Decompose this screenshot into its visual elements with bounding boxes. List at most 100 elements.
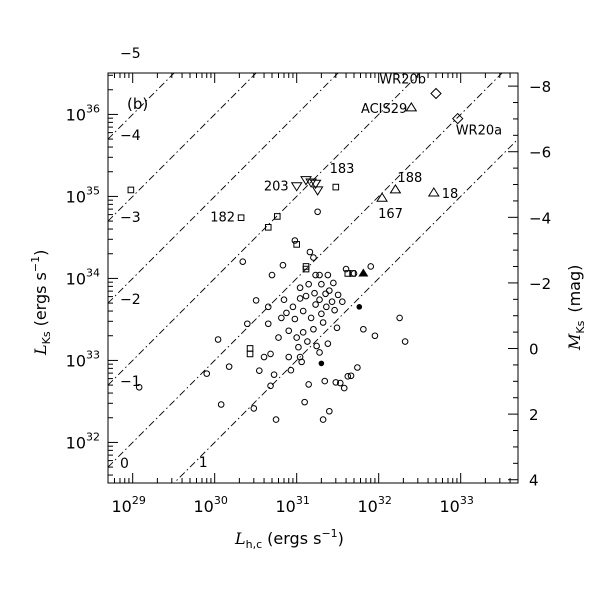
y-tick-label: 1035	[66, 184, 100, 206]
axis-ticks: 1029 1030 1031 1032 1033 1032 1033 1034 1035 1036…	[66, 73, 551, 516]
y2-tick-label: 2	[529, 406, 539, 424]
panel-label: (b)	[127, 95, 148, 113]
point-label: WR20b	[379, 72, 426, 87]
circle-marker	[306, 248, 314, 256]
triangle-down-marker	[300, 176, 312, 186]
circle-marker	[330, 279, 337, 287]
circle-marker	[305, 280, 312, 288]
circle-marker	[333, 324, 341, 332]
circle-marker	[319, 319, 327, 326]
circle-marker	[312, 271, 319, 279]
y2-axis-label: MKs(mag)	[565, 265, 587, 351]
circle-marker	[313, 342, 320, 350]
circle-marker	[354, 364, 361, 371]
circle-marker	[298, 358, 305, 366]
square-marker	[246, 350, 254, 358]
circle-marker	[264, 303, 272, 311]
triangle-up-marker	[376, 192, 388, 202]
point-label: 188	[397, 171, 422, 186]
triangle-up-marker	[389, 183, 402, 194]
circle-marker	[268, 271, 276, 279]
magnitude-line-label: −1	[120, 374, 141, 390]
circle-marker	[291, 237, 299, 244]
circle-marker	[371, 332, 379, 340]
magnitude-line-label: −5	[120, 46, 141, 62]
x-tick-label: 1030	[194, 494, 228, 516]
magnitude-line-label: −2	[120, 292, 141, 308]
square-marker	[127, 186, 135, 194]
point-label: ACIS29	[361, 102, 407, 117]
circle-marker	[324, 271, 332, 279]
circle-marker	[252, 297, 260, 304]
y2-tick-label: −8	[529, 78, 551, 96]
filled-circle-marker	[318, 360, 325, 367]
circle-marker	[285, 327, 293, 335]
circle-marker	[295, 343, 302, 351]
triangle-up-marker	[427, 187, 440, 197]
circle-marker	[285, 353, 293, 361]
circle-marker	[279, 261, 287, 269]
y-axis-label: LKs(ergs s−1)	[29, 250, 53, 356]
square-marker	[344, 270, 352, 277]
y2-tick-label: −4	[529, 209, 551, 227]
circle-marker	[296, 295, 304, 302]
circle-marker	[340, 384, 348, 392]
square-marker	[273, 213, 281, 220]
circle-marker	[334, 291, 342, 299]
circle-marker	[314, 208, 321, 216]
circle-marker	[307, 314, 315, 322]
circle-marker	[267, 350, 274, 358]
circle-marker	[278, 314, 285, 322]
circle-marker	[360, 325, 367, 333]
circle-marker	[270, 371, 278, 378]
y2-tick-label: 4	[529, 472, 539, 490]
dash-dot-line	[108, 73, 339, 304]
square-marker	[237, 214, 245, 222]
circle-marker	[319, 416, 327, 423]
square-marker	[302, 265, 310, 273]
circle-marker	[267, 382, 274, 390]
circle-marker	[318, 310, 325, 318]
circle-marker	[250, 405, 258, 412]
magnitude-line-label: 1	[199, 455, 208, 471]
circle-marker	[350, 270, 358, 277]
circle-marker	[347, 372, 355, 380]
circle-marker	[135, 384, 143, 391]
circle-marker	[301, 398, 308, 406]
circle-marker	[324, 340, 332, 347]
plot-frame	[107, 72, 519, 484]
circle-marker	[255, 367, 263, 374]
circle-marker	[312, 301, 319, 308]
circle-marker	[214, 336, 222, 343]
triangle-up-marker	[405, 101, 418, 112]
circle-marker	[310, 325, 317, 333]
filled-circle-marker	[356, 304, 363, 310]
circle-marker	[326, 287, 333, 294]
y-tick-label: 1033	[66, 348, 100, 370]
circle-marker	[316, 271, 323, 279]
point-label: 18	[442, 187, 459, 202]
circle-marker	[287, 366, 295, 374]
circle-marker	[272, 416, 280, 423]
circle-marker	[310, 254, 317, 261]
circle-marker	[299, 307, 307, 315]
circle-marker	[260, 353, 268, 361]
point-label: 182	[210, 211, 235, 226]
point-label: 167	[378, 207, 403, 222]
circle-marker	[328, 298, 336, 306]
x-axis-label: Lh,c (ergs s−1)	[234, 527, 344, 551]
y2-tick-label: 0	[529, 341, 539, 359]
magnitude-line-label: 0	[120, 456, 129, 472]
point-label: 183	[330, 162, 355, 177]
x-tick-label: 1033	[440, 494, 474, 516]
circle-marker	[305, 381, 312, 388]
x-tick-label: 1029	[112, 494, 146, 516]
point-label: 203	[264, 180, 289, 195]
square-marker	[332, 183, 340, 191]
circle-marker	[244, 320, 251, 328]
circle-marker	[203, 370, 211, 377]
circle-marker	[304, 338, 311, 345]
y-tick-label: 1034	[66, 266, 100, 288]
diamond-marker	[452, 112, 464, 125]
